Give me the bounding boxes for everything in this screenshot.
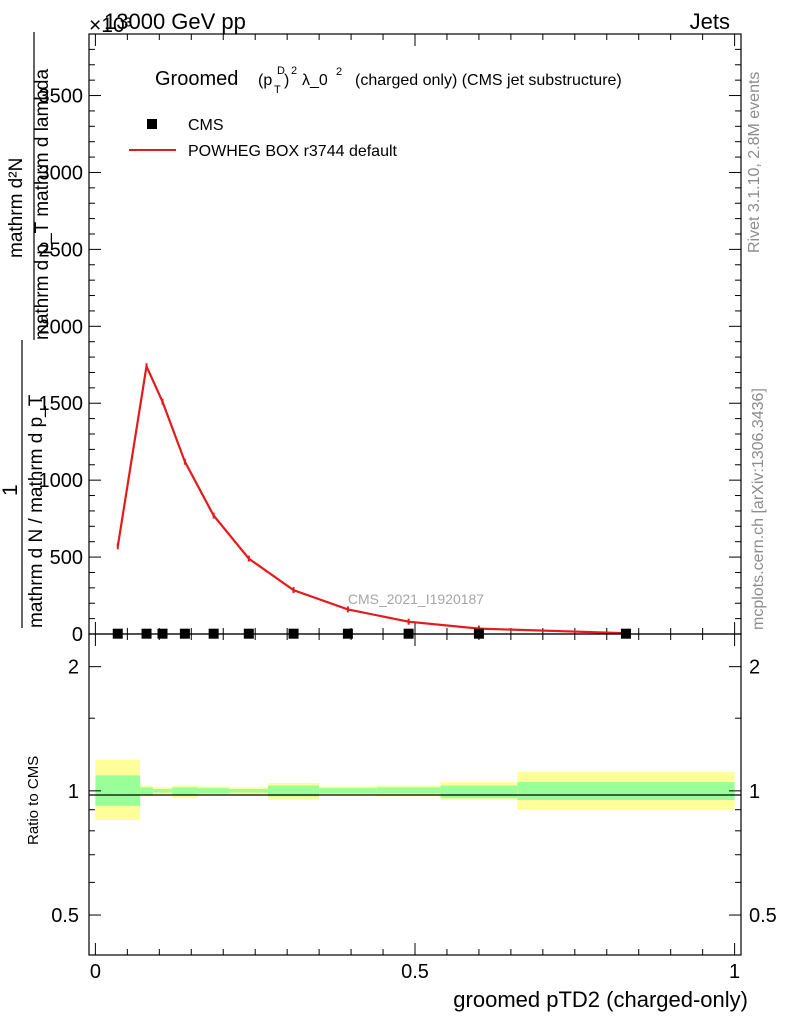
ratio-y-tick-label-right: 2 bbox=[749, 657, 760, 679]
ratio-band-inner bbox=[376, 787, 441, 794]
title-sup-d: D bbox=[277, 65, 285, 77]
legend-label-cms: CMS bbox=[188, 117, 224, 134]
ratio-x-ticks: 0 0.5 1 bbox=[90, 634, 740, 983]
ratio-band-inner bbox=[229, 789, 268, 793]
ratio-band-inner bbox=[440, 785, 518, 799]
main-y-ticks: 0 500 1000 1500 2000 2500 3000 3500 bbox=[39, 48, 741, 646]
main-y-tick-label: 3500 bbox=[39, 86, 84, 108]
ratio-y-tick-label: 0.5 bbox=[51, 905, 79, 927]
ratio-y-tick-label: 2 bbox=[68, 657, 79, 679]
ylabel-one: 1 bbox=[0, 484, 22, 496]
x-tick-label: 1 bbox=[729, 961, 740, 983]
title-base: (p bbox=[258, 72, 272, 89]
ratio-band-inner bbox=[172, 787, 198, 795]
main-frame bbox=[88, 33, 742, 635]
header-energy: 13000 GeV pp bbox=[104, 9, 246, 34]
ratio-band-inner bbox=[95, 775, 141, 806]
ratio-y-tick-label-right: 0.5 bbox=[749, 905, 777, 927]
ratio-band-inner bbox=[140, 787, 153, 795]
ratio-y-ticks: 0.5 0.5 1 1 2 2 bbox=[51, 657, 777, 927]
main-x-ticks bbox=[94, 34, 736, 634]
title-sub-t: T bbox=[274, 84, 281, 96]
ratio-band-inner bbox=[319, 788, 377, 794]
title-sup-3: 2 bbox=[336, 66, 342, 78]
main-y-tick-label: 2500 bbox=[39, 239, 84, 261]
ylabel-line-4: mathrm d N / mathrm d p_T bbox=[26, 394, 47, 628]
title-close: ) bbox=[284, 72, 289, 89]
ratio-y-label: Ratio to CMS bbox=[25, 756, 42, 845]
mcplots-label: mcplots.cern.ch [arXiv:1306.3436] bbox=[750, 388, 767, 630]
ratio-panel: 0.5 0.51 12 2 0 0.5 1 Ratio to CMS groomed pT… bbox=[25, 633, 777, 1012]
x-axis-label: groomed pTD2 (charged-only) bbox=[453, 987, 748, 1012]
ratio-band-inner bbox=[517, 782, 735, 801]
x-tick-label: 0 bbox=[90, 961, 101, 983]
legend-marker-cms bbox=[147, 119, 157, 129]
title-lambda: λ_0 bbox=[302, 72, 328, 89]
ylabel-line-1: mathrm d²N bbox=[6, 158, 27, 258]
main-y-tick-label: 1000 bbox=[39, 470, 84, 492]
main-y-tick-label: 500 bbox=[50, 547, 83, 569]
legend: CMS POWHEG BOX r3744 default bbox=[129, 117, 398, 160]
exponent-label: ×10³ bbox=[89, 14, 132, 37]
analysis-watermark: CMS_2021_I1920187 bbox=[348, 591, 484, 607]
legend-label-powheg: POWHEG BOX r3744 default bbox=[188, 143, 398, 160]
title-sup-2: 2 bbox=[291, 65, 297, 77]
rivet-info-label: Rivet 3.1.10, 2.8M events bbox=[746, 72, 763, 253]
ratio-y-tick-label-right: 1 bbox=[749, 781, 760, 803]
main-y-tick-label: 2000 bbox=[39, 316, 84, 338]
main-y-tick-label: 0 bbox=[72, 624, 83, 646]
ylabel-line-2: mathrm d p_T mathrm d lambda bbox=[32, 69, 53, 340]
main-y-tick-label: 1500 bbox=[39, 393, 84, 415]
title-tail: (charged only) (CMS jet substructure) bbox=[355, 72, 622, 89]
ratio-band-inner bbox=[267, 785, 320, 797]
ratio-bands bbox=[95, 759, 735, 820]
x-tick-label: 0.5 bbox=[401, 961, 429, 983]
title-lead: Groomed bbox=[155, 68, 238, 90]
header-jets: Jets bbox=[690, 9, 730, 34]
ratio-band-inner bbox=[197, 788, 230, 794]
main-panel: 0 500 1000 1500 2000 2500 3000 3500 Groomed (p … bbox=[39, 33, 742, 646]
main-y-tick-label: 3000 bbox=[39, 162, 84, 184]
main-y-label: mathrm d²N mathrm d p_T mathrm d lambda … bbox=[0, 32, 53, 628]
plot-title: Groomed (p D T ) 2 λ_0 2 (charged only) … bbox=[155, 65, 622, 96]
ratio-y-tick-label: 1 bbox=[68, 781, 79, 803]
ratio-band-inner bbox=[152, 789, 173, 793]
